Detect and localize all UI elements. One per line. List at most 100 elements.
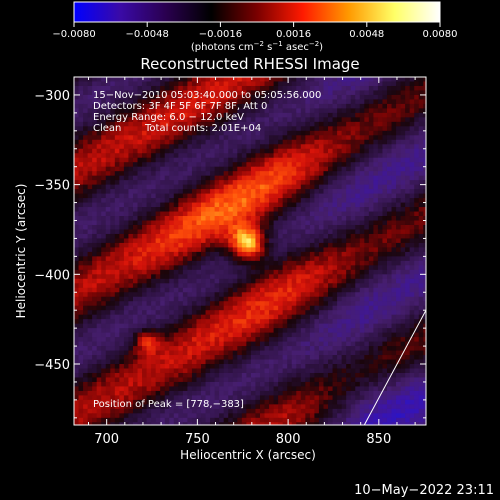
heatmap-cell bbox=[346, 175, 352, 181]
heatmap-cell bbox=[377, 166, 383, 172]
heatmap-cell bbox=[414, 229, 420, 235]
heatmap-cell bbox=[309, 103, 315, 109]
heatmap-cell bbox=[246, 144, 252, 150]
heatmap-cell bbox=[259, 323, 266, 329]
heatmap-cell bbox=[305, 260, 311, 266]
heatmap-cell bbox=[377, 171, 383, 177]
heatmap-cell bbox=[309, 81, 315, 87]
heatmap-cell bbox=[237, 305, 243, 311]
heatmap-cell bbox=[191, 180, 197, 186]
heatmap-cell bbox=[119, 198, 125, 204]
heatmap-cell bbox=[291, 198, 297, 204]
heatmap-cell bbox=[101, 103, 107, 109]
heatmap-cell bbox=[350, 233, 356, 239]
heatmap-cell bbox=[146, 207, 152, 213]
heatmap-cell bbox=[155, 355, 161, 361]
heatmap-cell bbox=[114, 346, 120, 352]
heatmap-cell bbox=[305, 184, 311, 190]
heatmap-cell bbox=[137, 148, 143, 154]
heatmap-cell bbox=[214, 256, 220, 262]
heatmap-cell bbox=[151, 256, 157, 262]
heatmap-cell bbox=[359, 305, 365, 311]
heatmap-cell bbox=[137, 180, 143, 186]
heatmap-cell bbox=[83, 117, 89, 123]
heatmap-cell bbox=[101, 166, 107, 172]
heatmap-cell bbox=[278, 162, 284, 168]
heatmap-cell bbox=[409, 198, 415, 204]
heatmap-cell bbox=[114, 139, 120, 145]
heatmap-cell bbox=[110, 296, 116, 302]
heatmap-cell bbox=[273, 319, 279, 325]
heatmap-cell bbox=[269, 359, 275, 365]
heatmap-cell bbox=[250, 346, 256, 352]
heatmap-cell bbox=[255, 139, 261, 145]
heatmap-cell bbox=[405, 211, 411, 217]
heatmap-cell bbox=[264, 121, 270, 127]
heatmap-cell bbox=[318, 216, 324, 221]
heatmap-cell bbox=[259, 283, 266, 289]
heatmap-cell bbox=[164, 269, 170, 275]
heatmap-cell bbox=[223, 296, 229, 302]
heatmap-cell bbox=[368, 126, 374, 132]
heatmap-cell bbox=[132, 283, 139, 289]
heatmap-cell bbox=[101, 220, 107, 226]
heatmap-cell bbox=[74, 171, 80, 177]
heatmap-cell bbox=[205, 238, 211, 244]
heatmap-cell bbox=[323, 260, 329, 266]
heatmap-cell bbox=[164, 301, 170, 307]
heatmap-cell bbox=[105, 310, 111, 316]
heatmap-cell bbox=[214, 153, 220, 159]
heatmap-cell bbox=[101, 153, 107, 159]
heatmap-cell bbox=[255, 94, 261, 100]
heatmap-cell bbox=[309, 117, 315, 123]
heatmap-cell bbox=[119, 175, 125, 181]
heatmap-cell bbox=[182, 350, 188, 356]
heatmap-cell bbox=[146, 251, 152, 257]
heatmap-cell bbox=[210, 292, 216, 298]
heatmap-cell bbox=[377, 283, 383, 289]
heatmap-cell bbox=[101, 175, 107, 181]
heatmap-cell bbox=[291, 283, 297, 289]
heatmap-cell bbox=[146, 359, 152, 365]
heatmap-cell bbox=[391, 99, 397, 105]
heatmap-cell bbox=[83, 90, 89, 96]
heatmap-cell bbox=[92, 180, 98, 186]
heatmap-cell bbox=[173, 184, 179, 190]
heatmap-cell bbox=[92, 81, 98, 87]
heatmap-cell bbox=[74, 314, 80, 320]
heatmap-cell bbox=[278, 175, 284, 181]
heatmap-cell bbox=[250, 305, 256, 311]
heatmap-cell bbox=[296, 148, 302, 154]
heatmap-cell bbox=[278, 359, 284, 365]
heatmap-cell bbox=[282, 166, 288, 172]
heatmap-cell bbox=[382, 117, 388, 123]
heatmap-cell bbox=[382, 238, 388, 244]
heatmap-cell bbox=[151, 157, 157, 163]
heatmap-cell bbox=[341, 242, 347, 248]
heatmap-cell bbox=[346, 171, 352, 177]
heatmap-cell bbox=[201, 274, 207, 280]
heatmap-cell bbox=[300, 166, 306, 172]
heatmap-cell bbox=[305, 171, 311, 177]
heatmap-cell bbox=[105, 94, 111, 100]
heatmap-cell bbox=[182, 337, 188, 343]
heatmap-cell bbox=[291, 108, 297, 114]
heatmap-cell bbox=[382, 310, 388, 316]
heatmap-cell bbox=[278, 108, 284, 114]
heatmap-cell bbox=[164, 211, 170, 217]
heatmap-cell bbox=[210, 229, 216, 235]
heatmap-cell bbox=[414, 77, 420, 82]
heatmap-cell bbox=[187, 323, 193, 329]
heatmap-cell bbox=[173, 166, 179, 172]
heatmap-cell bbox=[314, 189, 320, 195]
heatmap-cell bbox=[196, 359, 202, 365]
heatmap-cell bbox=[74, 202, 80, 208]
heatmap-cell bbox=[92, 247, 98, 253]
heatmap-cell bbox=[164, 108, 170, 114]
heatmap-cell bbox=[123, 233, 129, 239]
heatmap-cell bbox=[255, 346, 261, 352]
heatmap-cell bbox=[314, 305, 320, 311]
heatmap-cell bbox=[110, 193, 116, 199]
heatmap-cell bbox=[142, 274, 148, 280]
heatmap-cell bbox=[105, 260, 111, 266]
